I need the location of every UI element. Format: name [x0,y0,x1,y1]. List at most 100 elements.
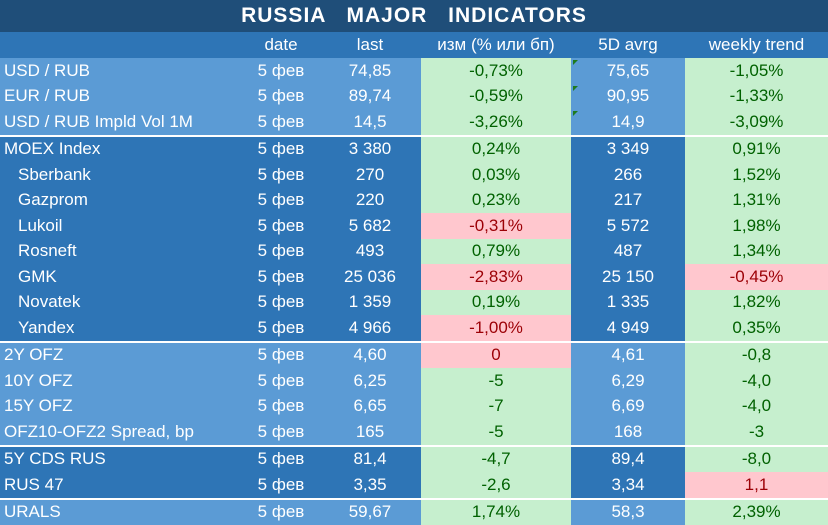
row-name[interactable]: Lukoil [0,213,243,239]
row-weekly-trend[interactable]: -3 [685,419,828,446]
table-row[interactable]: 2Y OFZ 5 фев 4,60 0 4,61 -0,8 [0,340,828,368]
row-weekly-trend[interactable]: 2,39% [685,497,828,525]
row-weekly-trend[interactable]: -0,8 [685,340,828,368]
row-name[interactable]: USD / RUB Impld Vol 1M [0,109,243,136]
row-last[interactable]: 6,65 [319,393,421,419]
row-5d-avg[interactable]: 3 349 [571,134,685,162]
row-5d-avg[interactable]: 58,3 [571,497,685,525]
row-5d-avg[interactable]: 1 335 [571,289,685,315]
row-change[interactable]: -0,59% [421,83,571,109]
row-5d-avg[interactable]: 6,29 [571,368,685,394]
row-weekly-trend[interactable]: 1,98% [685,213,828,239]
row-last[interactable]: 4,60 [319,340,421,368]
row-name[interactable]: Gazprom [0,187,243,213]
row-last[interactable]: 165 [319,419,421,446]
row-date[interactable]: 5 фев [243,83,319,109]
row-last[interactable]: 270 [319,162,421,188]
row-change[interactable]: 0,23% [421,187,571,213]
row-name[interactable]: RUS 47 [0,472,243,499]
row-name[interactable]: OFZ10-OFZ2 Spread, bp [0,419,243,446]
table-row[interactable]: 5Y CDS RUS 5 фев 81,4 -4,7 89,4 -8,0 [0,444,828,472]
row-weekly-trend[interactable]: 1,31% [685,187,828,213]
row-date[interactable]: 5 фев [243,134,319,162]
row-weekly-trend[interactable]: -1,33% [685,83,828,109]
row-date[interactable]: 5 фев [243,238,319,264]
row-last[interactable]: 74,85 [319,58,421,84]
row-name[interactable]: Sberbank [0,162,243,188]
row-date[interactable]: 5 фев [243,264,319,290]
row-5d-avg[interactable]: 90,95 [571,83,685,109]
row-change[interactable]: -0,73% [421,58,571,84]
row-change[interactable]: -2,6 [421,472,571,499]
row-5d-avg[interactable]: 4 949 [571,315,685,342]
row-last[interactable]: 4 966 [319,315,421,342]
table-row[interactable]: USD / RUB 5 фев 74,85 -0,73% 75,65 -1,05% [0,58,828,84]
row-change[interactable]: -0,31% [421,213,571,239]
row-last[interactable]: 25 036 [319,264,421,290]
row-5d-avg[interactable]: 25 150 [571,264,685,290]
row-date[interactable]: 5 фев [243,497,319,525]
row-change[interactable]: 0 [421,340,571,368]
row-date[interactable]: 5 фев [243,444,319,472]
row-5d-avg[interactable]: 75,65 [571,58,685,84]
table-row[interactable]: GMK 5 фев 25 036 -2,83% 25 150 -0,45% [0,264,828,290]
row-change[interactable]: -7 [421,393,571,419]
table-row[interactable]: Lukoil 5 фев 5 682 -0,31% 5 572 1,98% [0,213,828,239]
row-last[interactable]: 220 [319,187,421,213]
row-change[interactable]: -4,7 [421,444,571,472]
row-weekly-trend[interactable]: -4,0 [685,368,828,394]
row-weekly-trend[interactable]: -1,05% [685,58,828,84]
row-date[interactable]: 5 фев [243,419,319,446]
row-change[interactable]: -1,00% [421,315,571,342]
row-name[interactable]: 10Y OFZ [0,368,243,394]
table-row[interactable]: EUR / RUB 5 фев 89,74 -0,59% 90,95 -1,33% [0,83,828,109]
row-name[interactable]: USD / RUB [0,58,243,84]
row-last[interactable]: 59,67 [319,497,421,525]
row-date[interactable]: 5 фев [243,340,319,368]
table-row[interactable]: OFZ10-OFZ2 Spread, bp 5 фев 165 -5 168 -3 [0,419,828,446]
row-change[interactable]: -3,26% [421,109,571,136]
table-row[interactable]: Yandex 5 фев 4 966 -1,00% 4 949 0,35% [0,315,828,342]
row-last[interactable]: 14,5 [319,109,421,136]
row-weekly-trend[interactable]: -0,45% [685,264,828,290]
row-5d-avg[interactable]: 487 [571,238,685,264]
row-date[interactable]: 5 фев [243,109,319,136]
table-row[interactable]: MOEX Index 5 фев 3 380 0,24% 3 349 0,91% [0,134,828,162]
row-last[interactable]: 81,4 [319,444,421,472]
row-date[interactable]: 5 фев [243,315,319,342]
row-weekly-trend[interactable]: -8,0 [685,444,828,472]
row-name[interactable]: Novatek [0,289,243,315]
table-row[interactable]: Gazprom 5 фев 220 0,23% 217 1,31% [0,187,828,213]
table-row[interactable]: 15Y OFZ 5 фев 6,65 -7 6,69 -4,0 [0,393,828,419]
row-change[interactable]: 0,24% [421,134,571,162]
row-weekly-trend[interactable]: 1,82% [685,289,828,315]
row-name[interactable]: GMK [0,264,243,290]
row-weekly-trend[interactable]: 1,52% [685,162,828,188]
row-5d-avg[interactable]: 6,69 [571,393,685,419]
row-weekly-trend[interactable]: 1,1 [685,472,828,499]
row-5d-avg[interactable]: 3,34 [571,472,685,499]
row-name[interactable]: 2Y OFZ [0,340,243,368]
row-last[interactable]: 6,25 [319,368,421,394]
row-name[interactable]: Rosneft [0,238,243,264]
row-weekly-trend[interactable]: -4,0 [685,393,828,419]
row-name[interactable]: 15Y OFZ [0,393,243,419]
row-weekly-trend[interactable]: 1,34% [685,238,828,264]
row-date[interactable]: 5 фев [243,58,319,84]
row-name[interactable]: URALS [0,497,243,525]
row-change[interactable]: 0,03% [421,162,571,188]
table-row[interactable]: RUS 47 5 фев 3,35 -2,6 3,34 1,1 [0,472,828,499]
row-date[interactable]: 5 фев [243,187,319,213]
row-date[interactable]: 5 фев [243,472,319,499]
row-last[interactable]: 3,35 [319,472,421,499]
row-name[interactable]: 5Y CDS RUS [0,444,243,472]
table-row[interactable]: 10Y OFZ 5 фев 6,25 -5 6,29 -4,0 [0,368,828,394]
row-5d-avg[interactable]: 14,9 [571,109,685,136]
row-name[interactable]: MOEX Index [0,134,243,162]
row-date[interactable]: 5 фев [243,213,319,239]
row-date[interactable]: 5 фев [243,162,319,188]
row-5d-avg[interactable]: 217 [571,187,685,213]
row-change[interactable]: -2,83% [421,264,571,290]
row-change[interactable]: 1,74% [421,497,571,525]
table-row[interactable]: Rosneft 5 фев 493 0,79% 487 1,34% [0,238,828,264]
